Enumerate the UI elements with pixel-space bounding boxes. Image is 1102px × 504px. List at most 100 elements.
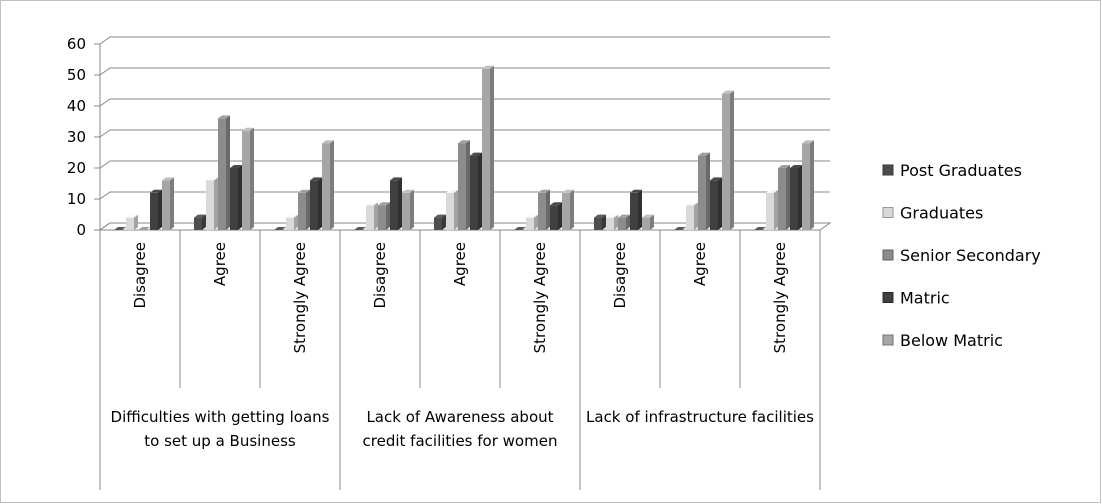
- bar-top: [162, 177, 174, 181]
- bar-top: [230, 165, 242, 168]
- bar-side: [798, 165, 802, 230]
- bar: [630, 189, 642, 230]
- bar: [310, 177, 322, 230]
- bar-front: [722, 93, 730, 230]
- bar-top: [402, 189, 414, 193]
- bar-side: [250, 127, 254, 230]
- grid-line: [99, 98, 830, 107]
- bar: [378, 202, 390, 230]
- bar-side: [454, 189, 458, 230]
- bar: [446, 189, 458, 230]
- bar-side: [602, 214, 606, 230]
- x-tick-label: Disagree: [611, 242, 629, 309]
- bar-side: [294, 214, 298, 230]
- bar-front: [606, 217, 614, 230]
- bar-side: [786, 165, 790, 230]
- bar-top: [150, 189, 162, 193]
- bar-side: [202, 214, 206, 230]
- bar-side: [442, 214, 446, 230]
- bar-top: [446, 189, 458, 193]
- bar: [550, 202, 562, 230]
- bar-side: [694, 202, 698, 230]
- bar: [698, 152, 710, 230]
- x-tick-label: Disagree: [131, 242, 149, 309]
- bar-side: [558, 202, 562, 230]
- bar: [298, 189, 310, 230]
- bar-side: [466, 140, 470, 230]
- bar-side: [706, 152, 710, 230]
- legend-label: Senior Secondary: [900, 246, 1041, 265]
- y-tick-label: 0: [76, 221, 86, 239]
- grid-line: [99, 222, 830, 231]
- bar-side: [626, 214, 630, 230]
- bar-side: [386, 202, 390, 230]
- bar-front: [434, 217, 442, 230]
- bar-top: [538, 189, 550, 193]
- legend-swatch: [882, 292, 894, 303]
- bar-front: [790, 168, 798, 230]
- bar-top: [562, 189, 574, 193]
- bar-side: [330, 140, 334, 230]
- y-tick-label: 60: [67, 35, 86, 53]
- bar-top: [618, 214, 630, 218]
- legend-swatch: [882, 249, 894, 261]
- bar-top: [594, 214, 606, 218]
- bar-front: [686, 205, 694, 230]
- bar-top: [390, 177, 402, 181]
- bar-top: [722, 90, 734, 94]
- bar: [242, 127, 254, 230]
- bar: [194, 214, 206, 230]
- bar: [354, 227, 366, 230]
- grid-line: [99, 67, 830, 76]
- bar-top: [790, 165, 802, 168]
- bar-top: [126, 214, 138, 218]
- bar-front: [630, 192, 638, 230]
- bar-side: [170, 177, 174, 230]
- x-tick-label: Strongly Agree: [291, 242, 309, 353]
- bar-top: [206, 177, 218, 181]
- grid-line: [99, 129, 830, 138]
- bar-top: [286, 214, 298, 218]
- y-tick-label: 50: [67, 66, 86, 84]
- bar-top: [698, 152, 710, 156]
- bar-side: [214, 177, 218, 230]
- bar-top: [138, 227, 150, 230]
- bar: [458, 140, 470, 230]
- bar: [322, 140, 334, 230]
- bar-top: [458, 140, 470, 144]
- bar: [402, 189, 414, 230]
- y-tick-label: 20: [67, 159, 86, 177]
- bar: [710, 177, 722, 230]
- bar-side: [226, 115, 230, 230]
- bar: [802, 140, 814, 230]
- bar-front: [218, 118, 226, 230]
- bar-top: [766, 189, 778, 193]
- bar-top: [754, 227, 766, 230]
- bar: [766, 189, 778, 230]
- x-tick-label: Disagree: [371, 242, 389, 309]
- legend-label: Matric: [900, 289, 950, 308]
- grid-line: [99, 191, 830, 200]
- bar-side: [638, 189, 642, 230]
- bar: [674, 227, 686, 230]
- bar-front: [194, 217, 202, 230]
- bar-side: [614, 214, 618, 230]
- bar-front: [618, 217, 626, 230]
- bar-front: [286, 217, 294, 230]
- bar: [722, 90, 734, 230]
- bar-front: [322, 143, 330, 230]
- bar-front: [802, 143, 810, 230]
- bar-top: [434, 214, 446, 218]
- bar: [230, 165, 242, 230]
- legend-label: Post Graduates: [900, 161, 1022, 180]
- bar-top: [606, 214, 618, 218]
- bar-top: [778, 165, 790, 168]
- bar: [206, 177, 218, 230]
- bar-front: [594, 217, 602, 230]
- bar-side: [534, 214, 538, 230]
- bar-front: [298, 192, 306, 230]
- bar-side: [410, 189, 414, 230]
- bar-top: [630, 189, 642, 193]
